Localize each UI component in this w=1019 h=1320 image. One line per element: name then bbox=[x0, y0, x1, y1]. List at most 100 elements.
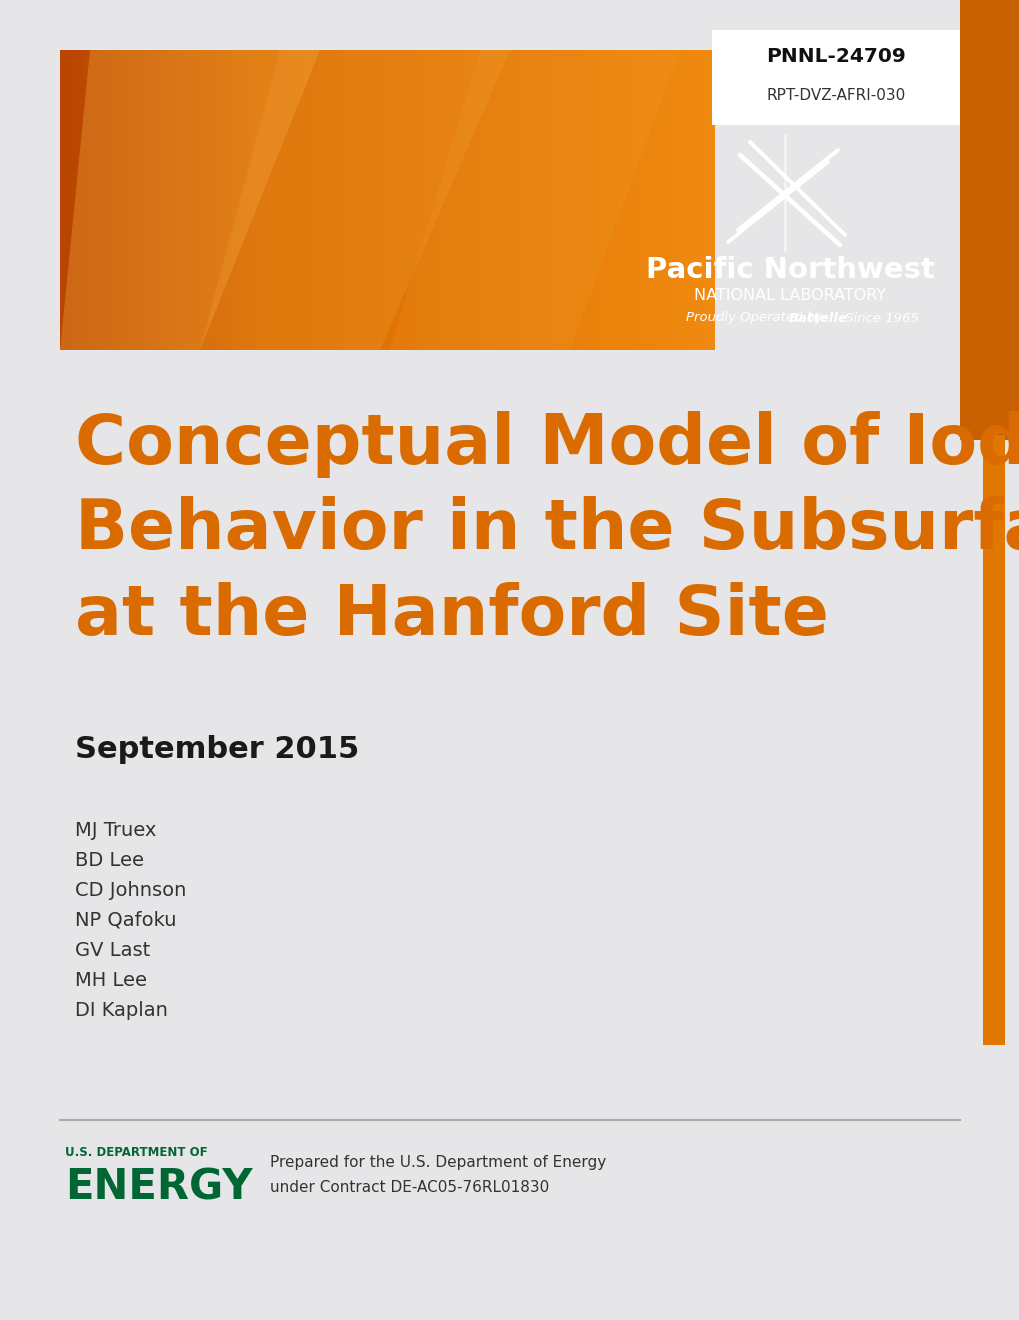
Bar bbox=[590, 50, 592, 350]
Bar bbox=[234, 50, 236, 350]
Bar bbox=[139, 50, 141, 350]
Bar bbox=[577, 50, 579, 350]
Bar bbox=[686, 50, 688, 350]
Bar bbox=[500, 50, 502, 350]
Bar bbox=[630, 50, 632, 350]
Bar bbox=[561, 50, 564, 350]
Bar bbox=[180, 50, 182, 350]
Bar bbox=[529, 50, 531, 350]
Bar bbox=[387, 50, 389, 350]
Bar bbox=[236, 50, 238, 350]
Bar bbox=[450, 50, 452, 350]
Bar bbox=[627, 50, 630, 350]
Bar bbox=[200, 50, 202, 350]
Bar bbox=[439, 50, 441, 350]
Bar bbox=[261, 50, 263, 350]
Bar bbox=[400, 50, 403, 350]
Bar bbox=[127, 50, 129, 350]
Bar bbox=[435, 50, 437, 350]
Bar bbox=[498, 50, 500, 350]
Bar bbox=[286, 50, 289, 350]
Bar bbox=[462, 50, 464, 350]
Text: Conceptual Model of Iodine: Conceptual Model of Iodine bbox=[75, 412, 1019, 479]
Bar bbox=[240, 50, 244, 350]
Bar bbox=[468, 50, 470, 350]
Bar bbox=[605, 50, 607, 350]
Bar bbox=[145, 50, 147, 350]
Bar bbox=[267, 50, 269, 350]
Bar bbox=[527, 50, 529, 350]
Bar bbox=[518, 50, 520, 350]
Bar bbox=[581, 50, 584, 350]
Bar bbox=[219, 50, 221, 350]
Bar bbox=[614, 50, 616, 350]
Bar bbox=[668, 50, 671, 350]
Bar bbox=[175, 50, 177, 350]
Bar bbox=[263, 50, 265, 350]
Bar bbox=[647, 50, 649, 350]
Bar bbox=[121, 50, 123, 350]
Bar bbox=[223, 50, 226, 350]
Bar bbox=[638, 50, 640, 350]
Bar bbox=[601, 50, 603, 350]
Bar bbox=[550, 50, 553, 350]
Bar bbox=[278, 50, 280, 350]
Bar bbox=[191, 50, 193, 350]
Bar bbox=[307, 50, 309, 350]
Bar bbox=[496, 50, 498, 350]
Bar bbox=[305, 50, 307, 350]
Bar bbox=[548, 50, 550, 350]
Bar bbox=[594, 50, 596, 350]
Bar bbox=[544, 50, 546, 350]
Bar bbox=[431, 50, 433, 350]
Bar bbox=[177, 50, 180, 350]
Bar bbox=[64, 50, 66, 350]
Bar bbox=[414, 50, 416, 350]
Bar bbox=[619, 50, 621, 350]
Text: Prepared for the U.S. Department of Energy: Prepared for the U.S. Department of Ener… bbox=[270, 1155, 605, 1170]
Bar bbox=[655, 50, 657, 350]
Bar bbox=[150, 50, 152, 350]
Bar bbox=[494, 50, 496, 350]
Bar bbox=[678, 50, 680, 350]
Bar bbox=[309, 50, 311, 350]
Bar bbox=[131, 50, 135, 350]
Bar bbox=[73, 50, 75, 350]
Bar bbox=[345, 50, 347, 350]
Bar bbox=[389, 50, 391, 350]
Bar bbox=[110, 50, 112, 350]
Bar bbox=[673, 50, 675, 350]
Bar bbox=[426, 50, 429, 350]
Bar bbox=[684, 50, 686, 350]
Bar bbox=[466, 50, 468, 350]
Bar bbox=[540, 50, 542, 350]
Bar bbox=[444, 50, 446, 350]
Bar bbox=[337, 50, 339, 350]
Bar bbox=[211, 50, 213, 350]
Bar bbox=[215, 50, 217, 350]
Bar bbox=[77, 50, 79, 350]
Bar bbox=[193, 50, 196, 350]
Bar bbox=[248, 50, 250, 350]
Text: at the Hanford Site: at the Hanford Site bbox=[75, 582, 828, 648]
Bar bbox=[422, 50, 424, 350]
Bar bbox=[657, 50, 659, 350]
Bar bbox=[71, 50, 73, 350]
Bar bbox=[535, 50, 538, 350]
Bar bbox=[160, 50, 162, 350]
Bar bbox=[454, 50, 457, 350]
Text: U.S. DEPARTMENT OF: U.S. DEPARTMENT OF bbox=[65, 1146, 208, 1159]
Bar bbox=[341, 50, 343, 350]
Bar bbox=[293, 50, 296, 350]
Bar bbox=[208, 50, 211, 350]
Bar bbox=[398, 50, 400, 350]
Bar bbox=[380, 50, 383, 350]
Bar bbox=[280, 50, 282, 350]
Bar bbox=[525, 50, 527, 350]
Polygon shape bbox=[200, 50, 510, 350]
Bar bbox=[135, 50, 137, 350]
Bar bbox=[206, 50, 208, 350]
Bar bbox=[703, 50, 705, 350]
Bar bbox=[289, 50, 291, 350]
Bar bbox=[315, 50, 317, 350]
